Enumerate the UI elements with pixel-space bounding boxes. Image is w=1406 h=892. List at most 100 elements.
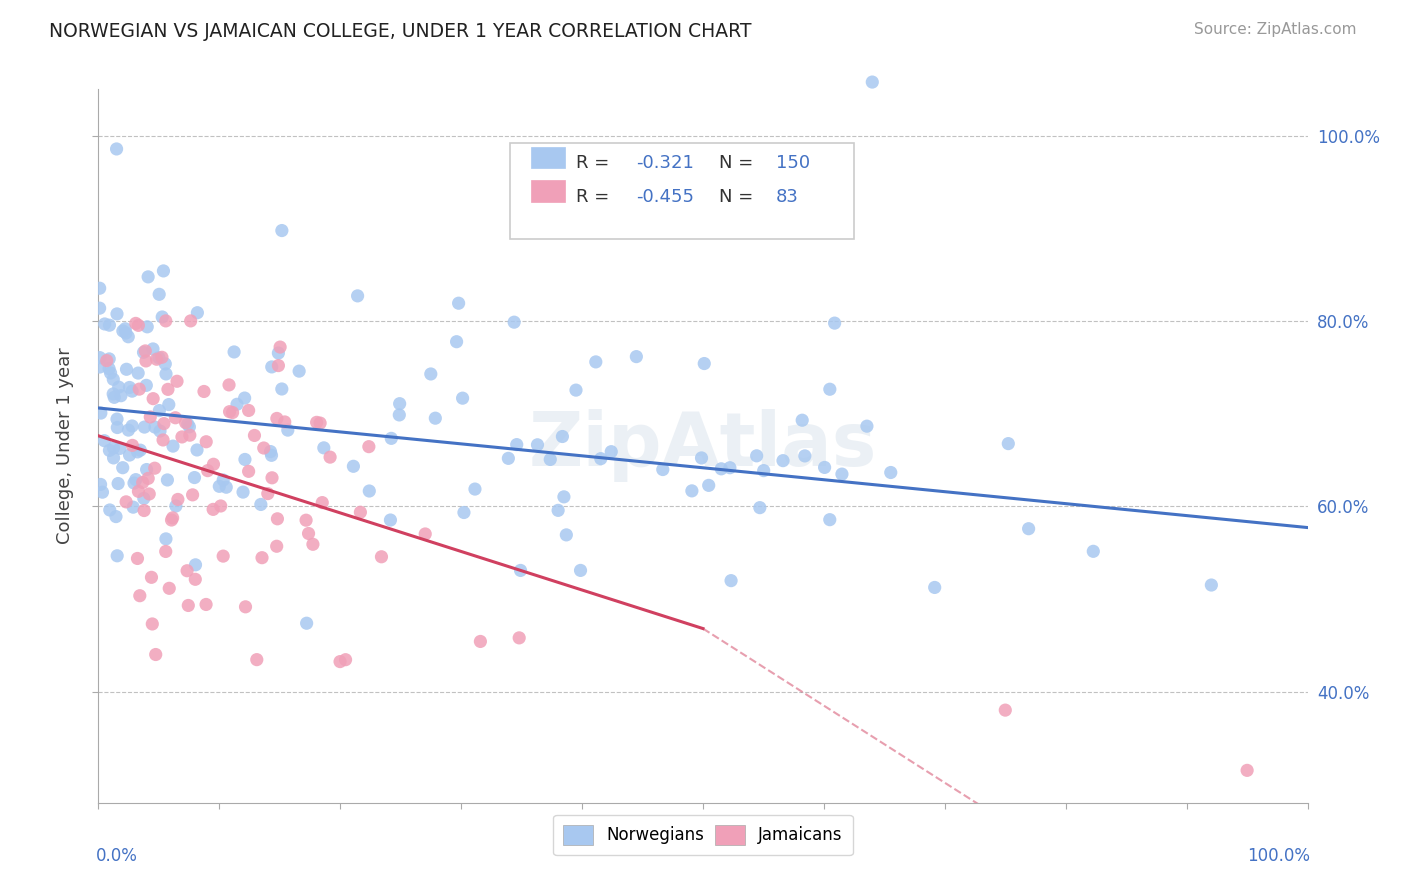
Point: [267, 359, 290, 373]
Point: [349, 505, 371, 519]
Point: [1083, 544, 1105, 558]
Point: [651, 462, 673, 476]
Point: [139, 409, 162, 424]
Point: [359, 483, 381, 498]
Point: [238, 464, 260, 478]
Point: [419, 367, 441, 381]
Point: [792, 413, 814, 427]
Point: [122, 476, 145, 491]
Point: [129, 443, 152, 458]
Text: 100.0%: 100.0%: [1247, 847, 1310, 865]
Point: [880, 466, 903, 480]
Point: [125, 473, 148, 487]
Point: [195, 598, 218, 612]
FancyBboxPatch shape: [509, 143, 855, 239]
Text: -0.321: -0.321: [637, 154, 695, 172]
Point: [132, 503, 155, 517]
Point: [105, 420, 128, 434]
Point: [132, 491, 155, 506]
Point: [155, 544, 177, 558]
Point: [105, 549, 128, 563]
Point: [538, 452, 561, 467]
Point: [718, 460, 741, 475]
Point: [233, 452, 256, 467]
Text: Source: ZipAtlas.com: Source: ZipAtlas.com: [1194, 22, 1357, 37]
Point: [98, 443, 121, 458]
Point: [141, 617, 163, 632]
Point: [184, 558, 207, 572]
Point: [748, 500, 770, 515]
Point: [274, 415, 297, 429]
Point: [997, 436, 1019, 450]
Point: [212, 473, 235, 487]
Point: [157, 398, 180, 412]
Point: [555, 528, 578, 542]
Point: [127, 484, 149, 499]
Point: [89, 281, 111, 295]
Point: [128, 382, 150, 396]
Point: [90, 477, 112, 491]
Point: [89, 301, 111, 315]
Point: [114, 322, 136, 336]
Point: [186, 306, 208, 320]
Point: [370, 549, 392, 564]
Point: [149, 424, 172, 438]
Point: [208, 479, 231, 493]
Point: [122, 500, 145, 515]
Point: [90, 406, 112, 420]
Point: [142, 342, 165, 356]
Point: [103, 372, 125, 386]
Point: [111, 460, 134, 475]
Point: [100, 366, 122, 380]
Point: [335, 653, 357, 667]
Point: [260, 359, 283, 374]
Point: [138, 487, 160, 501]
Point: [145, 352, 167, 367]
Point: [136, 269, 159, 284]
Point: [117, 423, 139, 437]
Point: [174, 416, 197, 430]
Point: [98, 361, 121, 376]
Point: [155, 532, 177, 546]
Point: [551, 429, 574, 443]
Point: [250, 498, 273, 512]
Point: [297, 526, 319, 541]
Point: [690, 450, 713, 465]
Point: [209, 499, 232, 513]
Point: [720, 574, 742, 588]
Point: [569, 563, 592, 577]
Point: [818, 382, 841, 396]
Point: [115, 362, 138, 376]
Point: [136, 471, 159, 485]
Point: [752, 464, 775, 478]
Point: [134, 420, 156, 434]
Point: [266, 411, 288, 425]
Text: 0.0%: 0.0%: [96, 847, 138, 865]
Point: [118, 380, 141, 394]
Point: [250, 550, 273, 565]
Point: [155, 314, 177, 328]
Point: [115, 326, 138, 340]
Point: [218, 405, 240, 419]
Point: [681, 483, 703, 498]
Legend: Norwegians, Jamaicans: Norwegians, Jamaicans: [554, 814, 852, 855]
Point: [104, 509, 127, 524]
Point: [860, 120, 883, 134]
Point: [697, 478, 720, 492]
Point: [152, 433, 174, 447]
Point: [498, 451, 520, 466]
Point: [243, 428, 266, 442]
Point: [150, 351, 173, 365]
Point: [181, 488, 204, 502]
Point: [745, 449, 768, 463]
Point: [127, 366, 149, 380]
Point: [626, 350, 648, 364]
Point: [425, 411, 447, 425]
Point: [277, 423, 299, 437]
Point: [135, 378, 157, 392]
Point: [134, 343, 156, 358]
Point: [388, 408, 411, 422]
Point: [311, 495, 333, 509]
Point: [589, 451, 612, 466]
Point: [143, 461, 166, 475]
